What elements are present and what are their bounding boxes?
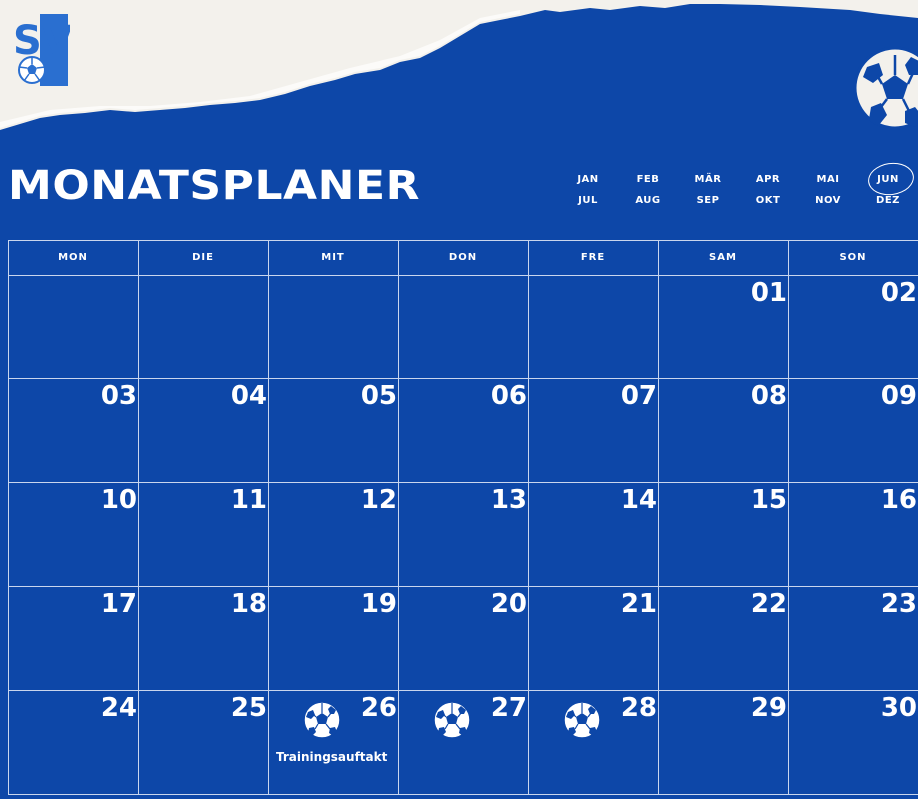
calendar-day[interactable]: 12 (360, 485, 397, 515)
calendar-day[interactable]: 10 (100, 485, 137, 515)
page-title: MONATSPLANER (8, 163, 421, 209)
calendar-day[interactable]: 07 (620, 381, 657, 411)
calendar-day[interactable]: 15 (750, 485, 787, 515)
month-mai[interactable]: MAI (816, 174, 840, 185)
event-label: Trainingsauftakt (276, 750, 388, 764)
weekday-header-fre: FRE (580, 252, 606, 263)
soccer-ball-icon (853, 46, 918, 130)
grid-line (658, 240, 659, 794)
logo-text: SV (14, 18, 70, 64)
grid-line (138, 240, 139, 794)
month-dez[interactable]: DEZ (876, 195, 900, 206)
grid-line (8, 378, 918, 379)
calendar-day[interactable]: 03 (100, 381, 137, 411)
grid-line (8, 794, 918, 795)
grid-line (8, 240, 918, 241)
month-okt[interactable]: OKT (755, 195, 781, 206)
month-jun[interactable]: JUN (877, 174, 899, 185)
torn-paper-header (0, 0, 918, 130)
calendar-day[interactable]: 02 (880, 278, 917, 308)
calendar-day[interactable]: 27 (490, 693, 527, 723)
calendar-day[interactable]: 06 (490, 381, 527, 411)
weekday-header-don: DON (448, 252, 478, 263)
grid-line (8, 275, 918, 276)
month-aug[interactable]: AUG (635, 195, 661, 206)
weekday-header-die: DIE (192, 252, 214, 263)
grid-line (398, 240, 399, 794)
calendar-day[interactable]: 23 (880, 589, 917, 619)
calendar-day[interactable]: 08 (750, 381, 787, 411)
calendar-day[interactable]: 14 (620, 485, 657, 515)
weekday-header-mit: MIT (321, 252, 345, 263)
grid-line (528, 240, 529, 794)
calendar-day[interactable]: 26 (360, 693, 397, 723)
soccer-ball-icon (432, 700, 472, 740)
calendar-day[interactable]: 04 (230, 381, 267, 411)
calendar-day[interactable]: 22 (750, 589, 787, 619)
calendar-day[interactable]: 11 (230, 485, 267, 515)
weekday-header-mon: MON (58, 252, 88, 263)
month-jan[interactable]: JAN (577, 174, 599, 185)
month-feb[interactable]: FEB (636, 174, 660, 185)
grid-line (8, 690, 918, 691)
calendar-day[interactable]: 25 (230, 693, 267, 723)
weekday-header-son: SON (839, 252, 867, 263)
club-logo: SV (14, 14, 70, 86)
calendar-day[interactable]: 01 (750, 278, 787, 308)
month-apr[interactable]: APR (755, 174, 781, 185)
month-sep[interactable]: SEP (696, 195, 720, 206)
calendar-day[interactable]: 29 (750, 693, 787, 723)
calendar-day[interactable]: 21 (620, 589, 657, 619)
soccer-ball-icon (562, 700, 602, 740)
month-nov[interactable]: NOV (815, 195, 841, 206)
weekday-header-sam: SAM (709, 252, 737, 263)
calendar-day[interactable]: 17 (100, 589, 137, 619)
calendar-day[interactable]: 28 (620, 693, 657, 723)
calendar-day[interactable]: 30 (880, 693, 917, 723)
calendar-day[interactable]: 09 (880, 381, 917, 411)
calendar-day[interactable]: 13 (490, 485, 527, 515)
grid-line (788, 240, 789, 794)
month-mär[interactable]: MÄR (694, 174, 722, 185)
month-jul[interactable]: JUL (578, 195, 598, 206)
grid-line (8, 240, 9, 794)
calendar-day[interactable]: 19 (360, 589, 397, 619)
grid-line (268, 240, 269, 794)
calendar-day[interactable]: 16 (880, 485, 917, 515)
calendar-day[interactable]: 24 (100, 693, 137, 723)
calendar-day[interactable]: 20 (490, 589, 527, 619)
grid-line (8, 586, 918, 587)
soccer-ball-icon (302, 700, 342, 740)
calendar-grid: MON DIE MIT DON FRE SAM SON 01 02 03 04 05 06 07 08 09 1… (8, 240, 918, 795)
calendar-day[interactable]: 18 (230, 589, 267, 619)
grid-line (8, 482, 918, 483)
calendar-day[interactable]: 05 (360, 381, 397, 411)
